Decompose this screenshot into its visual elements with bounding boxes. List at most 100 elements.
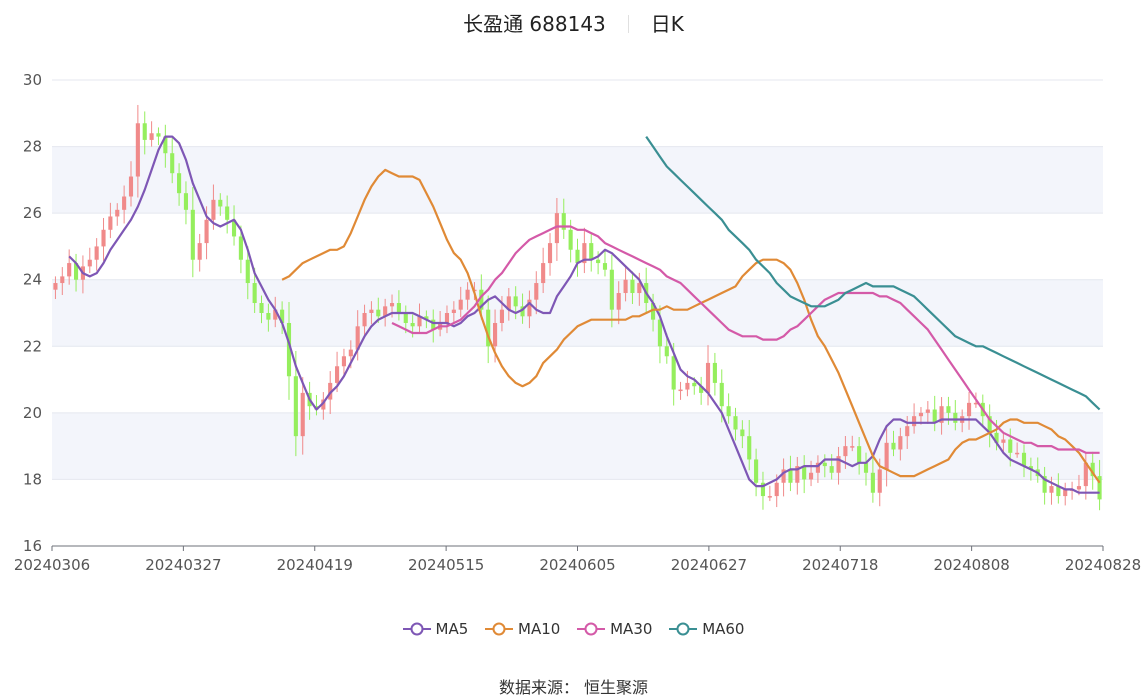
candle-body: [183, 193, 189, 210]
candle-body: [795, 466, 800, 483]
candle-body: [335, 366, 340, 383]
candle-body: [547, 243, 553, 264]
title-separator: [627, 15, 629, 33]
source-name: 恒生聚源: [584, 678, 649, 697]
candle-body: [602, 263, 608, 270]
candle-body: [609, 269, 614, 310]
series-line-ma60: [645, 135, 1101, 411]
candle-body: [843, 446, 848, 457]
candle-body: [135, 123, 140, 177]
x-tick-label: 20240808: [933, 556, 1009, 574]
x-tick-label: 20240828: [1065, 556, 1141, 574]
plot-band: [52, 279, 1103, 347]
y-tick-label: 28: [23, 138, 42, 156]
candle-body: [767, 496, 772, 498]
candle-body: [705, 362, 711, 393]
candle-body: [685, 382, 690, 390]
candle-body: [692, 382, 697, 387]
candle-body: [1021, 452, 1027, 467]
candle-body: [637, 283, 642, 294]
candle-body: [424, 316, 429, 320]
candle-body: [1028, 466, 1033, 470]
candle-body: [87, 259, 92, 267]
candle-body: [891, 442, 896, 450]
legend-icon-ma60: [669, 622, 698, 636]
plot-band: [52, 412, 1103, 480]
candle-body: [321, 399, 326, 410]
candle-body: [850, 446, 855, 448]
candle-body: [122, 196, 127, 210]
candle-body: [932, 409, 937, 423]
candle-body: [760, 482, 766, 497]
candle-body: [994, 432, 999, 443]
candle-body: [163, 136, 168, 154]
candle-body: [94, 246, 99, 260]
series-line-ma30: [391, 225, 1100, 454]
candle-body: [417, 316, 422, 327]
candle-body: [156, 133, 161, 137]
candle-body: [128, 176, 134, 197]
candle-body: [479, 289, 484, 310]
candle-body: [912, 416, 917, 427]
candle-body: [582, 243, 587, 264]
candle-body: [905, 426, 910, 437]
candle-body: [53, 283, 58, 290]
candle-body: [589, 243, 594, 260]
legend-item-ma60[interactable]: MA60: [669, 620, 744, 638]
x-tick-label: 20240306: [14, 556, 90, 574]
candle-body: [623, 279, 628, 294]
y-tick-label: 30: [23, 71, 42, 89]
candle-body: [953, 412, 958, 423]
candle-body: [898, 436, 903, 450]
candle-body: [1042, 476, 1047, 493]
candle-body: [499, 309, 504, 323]
candle-body: [252, 283, 257, 304]
series-line-ma10: [281, 168, 1101, 484]
plot-band: [52, 146, 1103, 214]
candle-body: [225, 206, 230, 220]
candle-body: [348, 349, 353, 357]
candle-body: [1090, 462, 1095, 477]
candle-body: [108, 216, 113, 230]
candle-body: [328, 382, 333, 400]
candle-body: [73, 263, 79, 280]
legend-item-ma10[interactable]: MA10: [485, 620, 560, 638]
y-tick-label: 16: [23, 537, 42, 555]
candle-body: [815, 462, 820, 473]
candle-body: [280, 309, 285, 323]
chart-title: 长盈通 688143 日K: [0, 8, 1147, 37]
candle-body: [204, 219, 209, 244]
legend-icon-ma10: [485, 622, 514, 636]
candle-body: [802, 466, 807, 480]
candle-body: [403, 313, 408, 323]
candle-body: [149, 133, 154, 140]
candle-body: [286, 322, 292, 377]
candle-body: [527, 299, 532, 317]
candle-body: [1083, 462, 1088, 487]
candle-body: [651, 303, 656, 320]
candle-body: [273, 309, 278, 320]
candle-body: [369, 309, 374, 313]
legend-item-ma5[interactable]: MA5: [402, 620, 468, 638]
candle-body: [1076, 486, 1082, 490]
candle-body: [966, 402, 972, 417]
candle-body: [190, 209, 195, 260]
legend-item-ma30[interactable]: MA30: [577, 620, 652, 638]
candle-body: [808, 472, 814, 480]
candle-body: [197, 243, 202, 260]
candle-body: [218, 199, 223, 207]
legend: MA5 MA10 MA30 MA60: [0, 620, 1147, 640]
candle-body: [774, 482, 779, 497]
candle-body: [410, 322, 415, 327]
candle-body: [1015, 452, 1020, 455]
data-source: 数据来源： 恒生聚源: [0, 674, 1147, 698]
candle-body: [822, 462, 827, 467]
candle-body: [396, 303, 401, 313]
candle-body: [754, 459, 759, 483]
candle-body: [664, 346, 669, 357]
candle-body: [451, 309, 456, 313]
candle-body: [857, 446, 862, 463]
source-label: 数据来源：: [498, 678, 579, 697]
candle-body: [829, 466, 834, 473]
candle-body: [534, 283, 539, 300]
